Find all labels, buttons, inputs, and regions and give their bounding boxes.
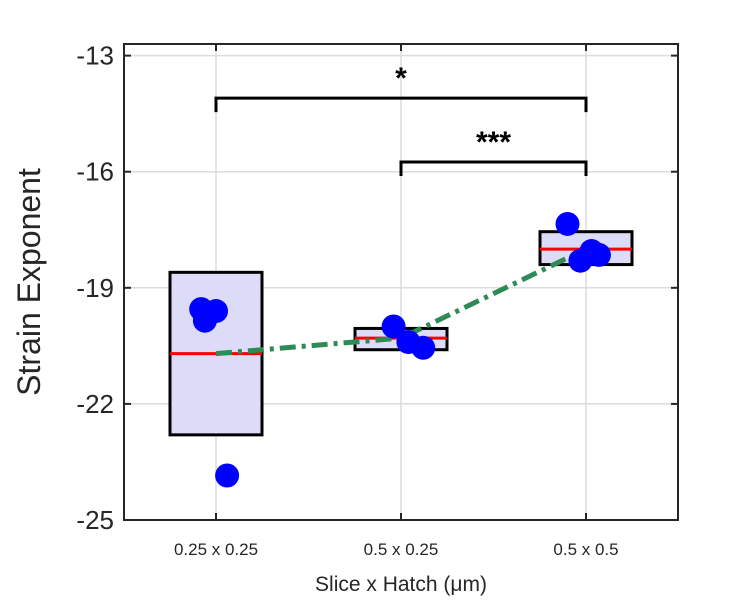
data-point [204, 299, 228, 324]
x-tick-label: 0.5 x 0.5 [553, 540, 618, 559]
significance-bracket-1 [214, 96, 588, 113]
x-tick-label: 0.25 x 0.25 [174, 540, 258, 559]
y-axis-label: Strain Exponent [11, 168, 47, 396]
x-tick-label: 0.5 x 0.25 [364, 540, 439, 559]
y-tick-label: -19 [76, 273, 114, 303]
data-point [381, 314, 406, 339]
significance-label-2: *** [476, 126, 511, 159]
data-point [555, 211, 580, 236]
y-tick-label: -22 [76, 389, 114, 419]
data-point [215, 463, 240, 488]
data-point [411, 335, 436, 360]
y-tick-label: -16 [76, 157, 114, 187]
y-tick-label: -25 [76, 505, 114, 535]
significance-label-1: * [395, 62, 407, 95]
significance-bracket-2 [399, 160, 588, 177]
axis-ticks: -25 -22 -19 -16 -13 0.25 x 0.25 0.5 x 0.25 0.5 … [76, 41, 678, 559]
significance-brackets: **** [214, 62, 588, 177]
x-axis-label: Slice x Hatch (μm) [315, 573, 487, 596]
data-point [586, 242, 611, 267]
y-tick-label: -13 [76, 41, 114, 71]
data-points [189, 211, 611, 488]
